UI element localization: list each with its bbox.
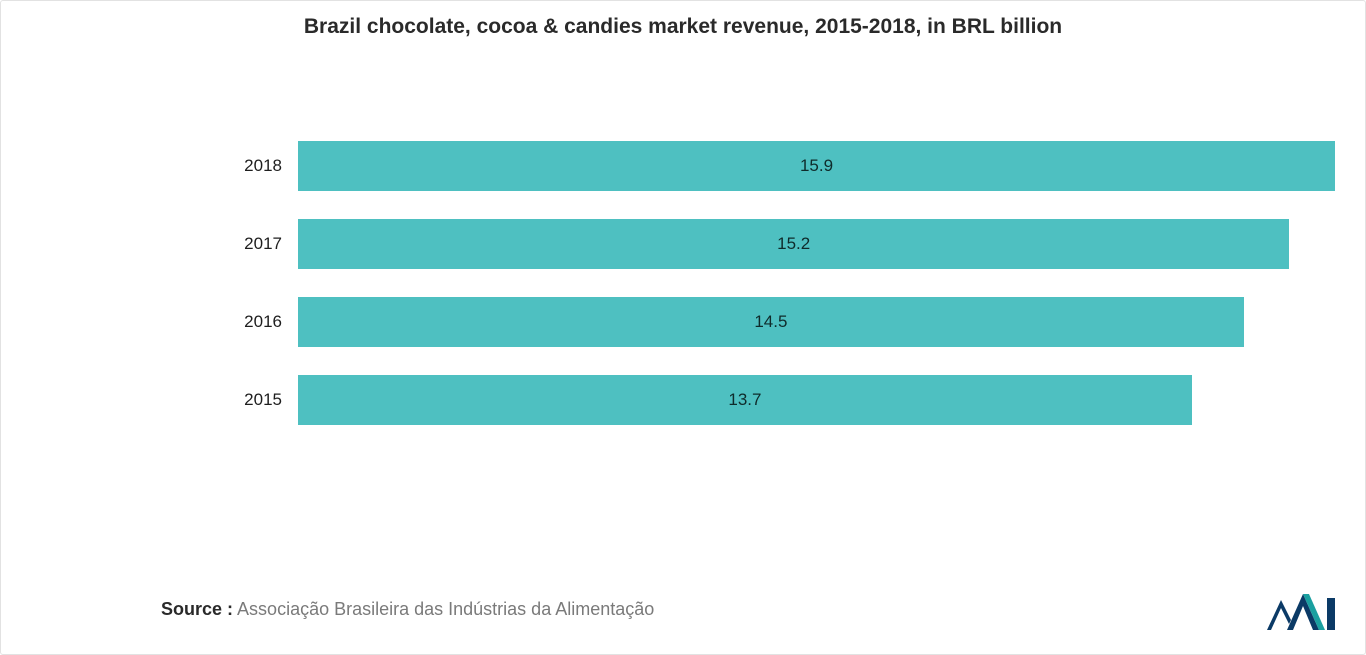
bar-row: 2018 15.9	[226, 141, 1335, 191]
bar-track: 14.5	[298, 297, 1335, 347]
bar-chart: 2018 15.9 2017 15.2 2016 14.5 2015 13.7	[226, 141, 1335, 453]
y-axis-label: 2018	[226, 156, 298, 176]
bar-row: 2015 13.7	[226, 375, 1335, 425]
bar-value: 15.2	[777, 234, 810, 254]
bar-value: 15.9	[800, 156, 833, 176]
bar: 13.7	[298, 375, 1192, 425]
bar: 15.9	[298, 141, 1335, 191]
bar-row: 2016 14.5	[226, 297, 1335, 347]
y-axis-label: 2015	[226, 390, 298, 410]
source-label: Source :	[161, 599, 233, 619]
y-axis-label: 2016	[226, 312, 298, 332]
bar-value: 14.5	[754, 312, 787, 332]
source-line: Source : Associação Brasileira das Indús…	[161, 599, 654, 620]
bar-value: 13.7	[728, 390, 761, 410]
bar-track: 13.7	[298, 375, 1335, 425]
bar-track: 15.2	[298, 219, 1335, 269]
source-text: Associação Brasileira das Indústrias da …	[237, 599, 654, 619]
bar: 14.5	[298, 297, 1244, 347]
y-axis-label: 2017	[226, 234, 298, 254]
mordor-logo-icon	[1265, 590, 1337, 634]
bar-row: 2017 15.2	[226, 219, 1335, 269]
bar-track: 15.9	[298, 141, 1335, 191]
chart-title: Brazil chocolate, cocoa & candies market…	[1, 1, 1365, 39]
bar: 15.2	[298, 219, 1289, 269]
